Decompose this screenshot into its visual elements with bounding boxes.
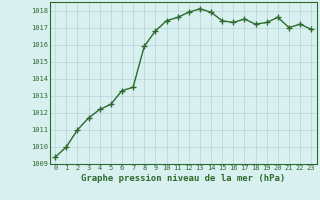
X-axis label: Graphe pression niveau de la mer (hPa): Graphe pression niveau de la mer (hPa) — [81, 174, 285, 183]
